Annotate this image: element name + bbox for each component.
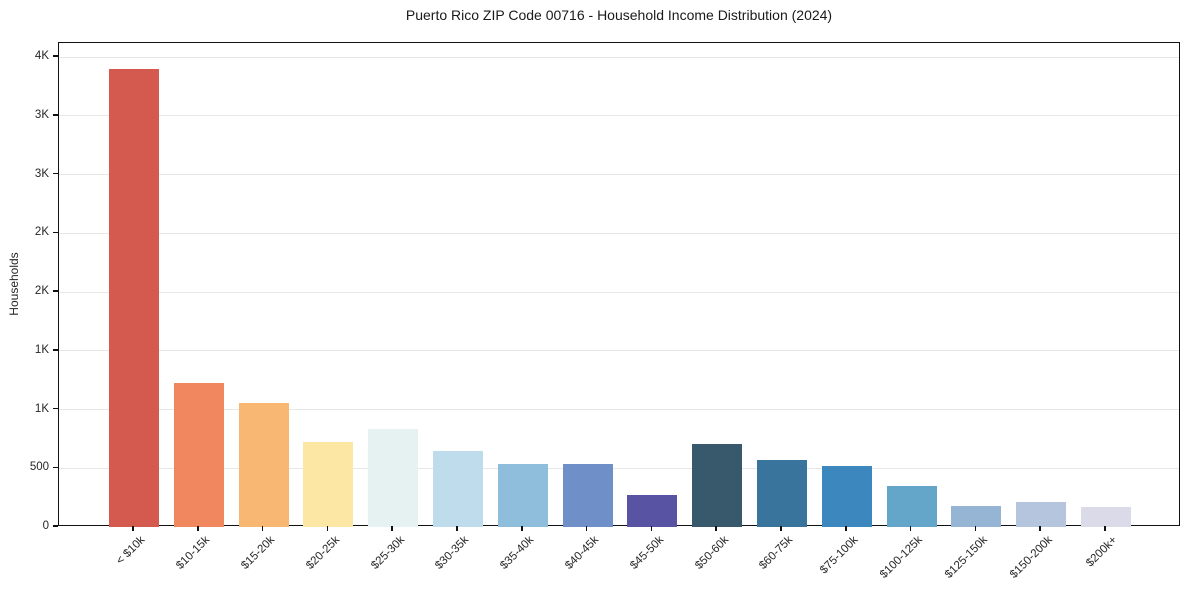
x-tick-label-$45-50k: $45-50k [628, 534, 666, 572]
x-tick-mark [909, 526, 912, 531]
x-tick-mark [974, 526, 977, 531]
x-tick-label-$125-150k: $125-150k [942, 534, 990, 581]
x-tick-mark [585, 526, 588, 531]
gridline-500 [59, 467, 1179, 469]
y-tick-label: 0 [42, 520, 49, 532]
y-tick-label: 3K [34, 167, 49, 180]
x-tick-label-$100-125k: $100-125k [878, 534, 926, 581]
y-tick-mark [53, 290, 58, 292]
y-tick-label: 2K [34, 226, 49, 239]
bar-$45-50k [627, 494, 678, 527]
x-tick-mark [391, 526, 393, 531]
x-tick-label-$35-40k: $35-40k [498, 534, 537, 572]
x-tick-label-$25-30k: $25-30k [368, 534, 407, 572]
bar-$100-125k [886, 485, 937, 527]
x-tick-mark [326, 526, 329, 531]
y-tick-mark [53, 231, 58, 234]
y-tick-label: 2K [34, 285, 49, 298]
bar-$15-20k [238, 403, 289, 527]
y-tick-label: 4K [34, 50, 49, 63]
x-tick-mark [456, 526, 458, 531]
gridline-1K [59, 350, 1179, 352]
y-tick-mark [53, 349, 58, 351]
y-tick-mark [53, 525, 58, 527]
y-tick-mark [53, 466, 58, 468]
x-tick-label-$10-15k: $10-15k [174, 534, 213, 572]
x-tick-mark [780, 526, 782, 531]
y-tick-mark [53, 172, 58, 175]
x-tick-mark [1104, 526, 1106, 531]
y-tick-label: 3K [34, 108, 49, 121]
x-tick-label-$40-45k: $40-45k [563, 534, 602, 572]
y-tick-mark [53, 407, 58, 410]
x-tick-mark [132, 526, 134, 531]
bar-$60-75k [757, 460, 807, 527]
y-tick-label: 1K [34, 343, 49, 356]
gridline-2K [59, 232, 1179, 234]
bar-$75-100k [821, 465, 872, 527]
plot-area [58, 42, 1180, 527]
y-tick-mark [53, 114, 58, 116]
x-tick-label-$60-75k: $60-75k [757, 534, 796, 572]
bar-$30-35k [433, 450, 483, 527]
y-tick-mark [53, 55, 58, 57]
x-tick-mark [1039, 526, 1041, 531]
bar-$35-40k [497, 463, 548, 527]
bar-< $10k [109, 68, 159, 527]
gridline-3K [59, 115, 1179, 117]
bar-$50-60k [692, 443, 743, 527]
bar-$25-30k [368, 429, 419, 527]
x-tick-mark [715, 526, 717, 531]
x-tick-mark [261, 526, 264, 531]
bar-$125-150k [951, 506, 1002, 527]
x-tick-label-$15-20k: $15-20k [239, 534, 278, 572]
gridline-2K [59, 291, 1179, 293]
x-tick-label-$20-25k: $20-25k [304, 534, 342, 572]
y-tick-label: 1K [34, 402, 49, 415]
gridline-3K [59, 174, 1179, 176]
x-tick-label-$30-35k: $30-35k [433, 534, 472, 572]
bar-$10-15k [173, 383, 224, 527]
chart-title: Puerto Rico ZIP Code 00716 - Household I… [405, 7, 833, 23]
x-tick-label-$200k+: $200k+ [1084, 534, 1120, 570]
gridline-4K [59, 56, 1179, 58]
x-tick-mark [521, 526, 523, 531]
x-tick-label-< $10k: < $10k [114, 534, 148, 568]
gridline-1K [59, 409, 1179, 411]
bar-$200k+ [1081, 507, 1131, 527]
x-tick-label-$150-200k: $150-200k [1007, 534, 1055, 581]
bar-$150-200k [1016, 502, 1067, 527]
bar-$20-25k [303, 441, 354, 527]
x-tick-label-$50-60k: $50-60k [692, 534, 731, 572]
bar-$40-45k [562, 464, 613, 527]
x-tick-mark [650, 526, 653, 531]
x-tick-mark [845, 526, 847, 531]
x-tick-label-$75-100k: $75-100k [817, 534, 861, 577]
y-tick-label: 500 [29, 461, 49, 474]
x-tick-mark [197, 526, 199, 531]
